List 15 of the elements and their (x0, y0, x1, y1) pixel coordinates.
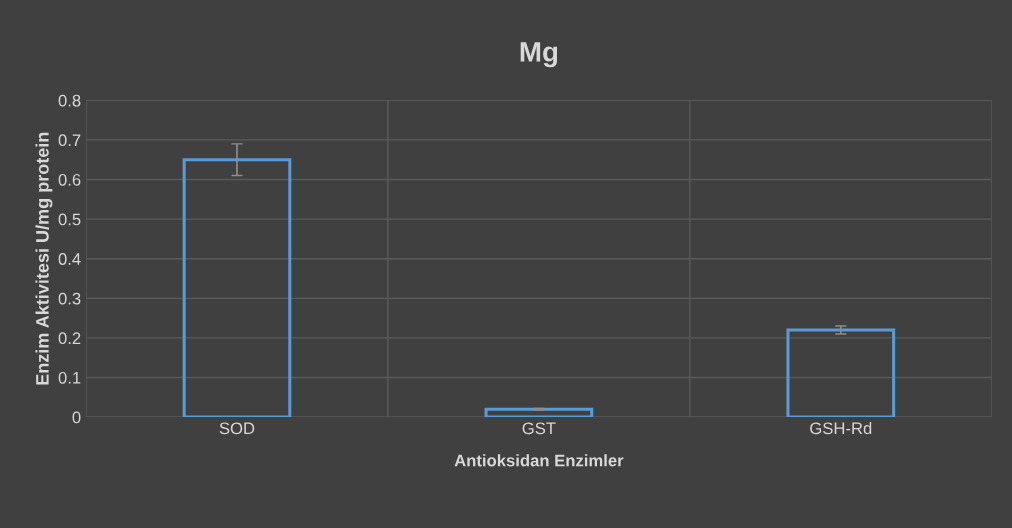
y-tick-label: 0.5 (58, 213, 81, 226)
y-tick-label: 0.2 (58, 332, 81, 345)
x-tick-label: GSH-Rd (810, 421, 872, 435)
y-tick-label: 0.4 (58, 253, 81, 265)
y-tick-label: 0.8 (58, 94, 81, 107)
y-tick-label: 0.7 (58, 134, 81, 147)
y-tick-label: 0.3 (58, 292, 81, 305)
y-axis-title: Enzim Aktivitesi U/mg protein (35, 132, 53, 385)
x-axis-title: Antioksidan Enzimler (454, 454, 624, 467)
y-tick-label: 0.6 (58, 173, 81, 186)
y-tick-label: 0.1 (58, 371, 81, 384)
chart-title: Mg (520, 42, 558, 68)
x-tick-label: SOD (219, 422, 255, 435)
x-tick-label: GST (522, 422, 556, 435)
y-tick-label: 0 (72, 411, 81, 424)
